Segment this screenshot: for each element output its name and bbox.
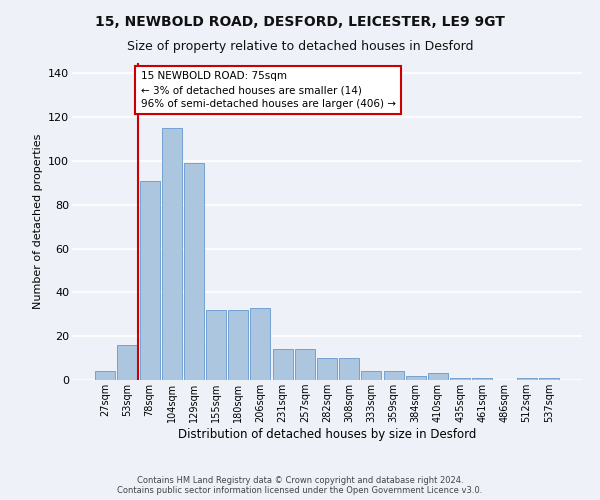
Text: 15, NEWBOLD ROAD, DESFORD, LEICESTER, LE9 9GT: 15, NEWBOLD ROAD, DESFORD, LEICESTER, LE… <box>95 15 505 29</box>
Bar <box>272 350 293 380</box>
Bar <box>206 310 226 380</box>
Y-axis label: Number of detached properties: Number of detached properties <box>32 134 43 309</box>
Text: 15 NEWBOLD ROAD: 75sqm
← 3% of detached houses are smaller (14)
96% of semi-deta: 15 NEWBOLD ROAD: 75sqm ← 3% of detached … <box>140 72 395 110</box>
Text: Contains public sector information licensed under the Open Government Licence v3: Contains public sector information licen… <box>118 486 482 495</box>
Bar <box>406 376 426 380</box>
Bar <box>383 371 404 380</box>
X-axis label: Distribution of detached houses by size in Desford: Distribution of detached houses by size … <box>178 428 476 441</box>
Bar <box>428 374 448 380</box>
Bar <box>250 308 271 380</box>
Bar <box>95 371 115 380</box>
Bar <box>472 378 492 380</box>
Bar <box>295 350 315 380</box>
Bar <box>184 163 204 380</box>
Text: Size of property relative to detached houses in Desford: Size of property relative to detached ho… <box>127 40 473 53</box>
Bar <box>118 345 137 380</box>
Text: Contains HM Land Registry data © Crown copyright and database right 2024.: Contains HM Land Registry data © Crown c… <box>137 476 463 485</box>
Bar <box>450 378 470 380</box>
Bar <box>539 378 559 380</box>
Bar <box>517 378 536 380</box>
Bar <box>228 310 248 380</box>
Bar <box>339 358 359 380</box>
Bar <box>361 371 382 380</box>
Bar <box>162 128 182 380</box>
Bar <box>317 358 337 380</box>
Bar <box>140 180 160 380</box>
